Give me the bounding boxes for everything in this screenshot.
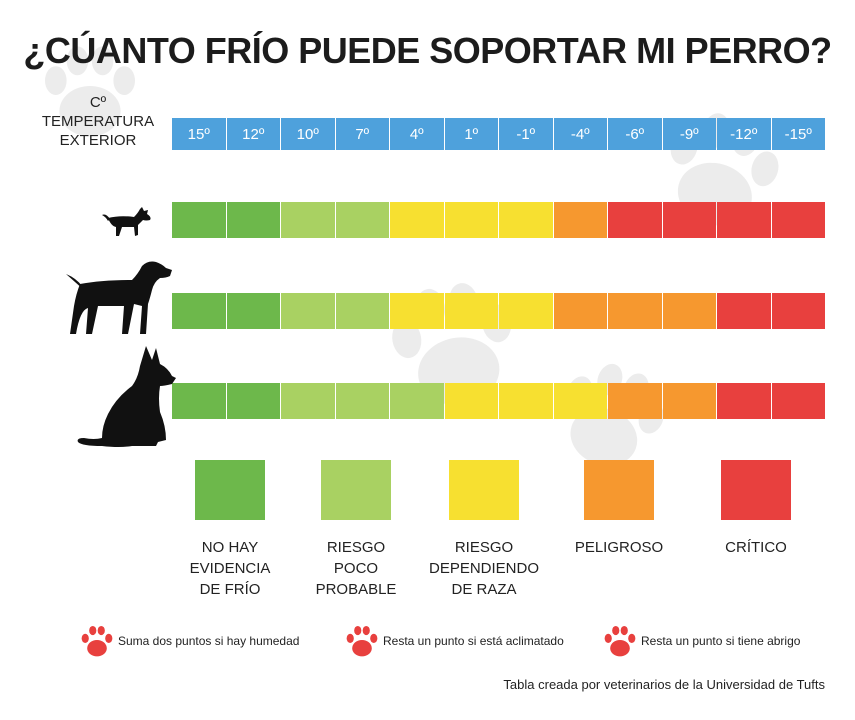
temperature-axis-label: Cº TEMPERATURA EXTERIOR <box>28 93 168 150</box>
risk-cell-small <box>444 202 498 238</box>
risk-cell-small <box>281 202 335 238</box>
note-item: Resta un punto si tiene abrigo <box>603 624 800 658</box>
temperature-cell: 12º <box>226 118 280 150</box>
risk-cell-small <box>662 202 716 238</box>
temperature-cell: -6º <box>608 118 662 150</box>
risk-cell-small <box>390 202 444 238</box>
temperature-cell: -9º <box>662 118 716 150</box>
risk-cell-medium <box>226 293 280 329</box>
risk-cell-large <box>717 383 771 419</box>
temperature-cell: -1º <box>499 118 553 150</box>
note-item: Suma dos puntos si hay humedad <box>80 624 299 658</box>
legend-label: RIESGO POCO PROBABLE <box>315 539 397 598</box>
note-text: Resta un punto si está aclimatado <box>383 634 564 648</box>
note-text: Resta un punto si tiene abrigo <box>641 634 801 648</box>
risk-cell-medium <box>499 293 553 329</box>
risk-cell-medium <box>172 293 226 329</box>
temperature-label-text: Cº TEMPERATURA EXTERIOR <box>41 94 155 149</box>
risk-cell-medium <box>335 293 389 329</box>
risk-cell-small <box>553 202 607 238</box>
note-item: Resta un punto si está aclimatado <box>345 624 564 658</box>
risk-cell-medium <box>444 293 498 329</box>
risk-cell-large <box>553 383 607 419</box>
temperature-cell: 7º <box>335 118 389 150</box>
risk-cell-medium <box>608 293 662 329</box>
legend-swatch <box>195 460 265 520</box>
page-title: ¿CÚANTO FRÍO PUEDE SOPORTAR MI PERRO? <box>23 30 832 71</box>
temperature-cell: -15º <box>771 118 825 150</box>
risk-cell-large <box>771 383 825 419</box>
risk-cell-large <box>662 383 716 419</box>
legend-label: PELIGROSO <box>574 539 664 556</box>
legend-swatch <box>321 460 391 520</box>
large-dog-icon <box>77 346 176 447</box>
risk-cell-small <box>499 202 553 238</box>
risk-cell-medium <box>390 293 444 329</box>
risk-cell-small <box>608 202 662 238</box>
risk-cell-medium <box>281 293 335 329</box>
temperature-cell: 1º <box>444 118 498 150</box>
temperature-cell: 4º <box>390 118 444 150</box>
paw-icon <box>80 624 114 658</box>
risk-cell-small <box>335 202 389 238</box>
temperature-cell: 15º <box>172 118 226 150</box>
risk-cell-small <box>717 202 771 238</box>
temperature-cell: 10º <box>281 118 335 150</box>
risk-cell-large <box>444 383 498 419</box>
risk-cell-medium <box>717 293 771 329</box>
credit-text: Tabla creada por veterinarios de la Univ… <box>503 677 825 692</box>
risk-cell-medium <box>771 293 825 329</box>
legend-label: RIESGO DEPENDIENDO DE RAZA <box>428 539 540 598</box>
legend-swatch <box>584 460 654 520</box>
risk-cell-large <box>608 383 662 419</box>
risk-cell-large <box>172 383 226 419</box>
risk-cell-large <box>335 383 389 419</box>
risk-cell-small <box>172 202 226 238</box>
risk-cell-large <box>281 383 335 419</box>
legend-swatch <box>449 460 519 520</box>
paw-icon <box>603 624 637 658</box>
small-dog-icon <box>102 207 151 236</box>
legend-label: NO HAY EVIDENCIA DE FRÍO <box>189 539 271 598</box>
legend-swatch <box>721 460 791 520</box>
temperature-cell: -12º <box>717 118 771 150</box>
medium-dog-icon <box>66 261 172 334</box>
paw-icon <box>345 624 379 658</box>
risk-cell-large <box>226 383 280 419</box>
risk-cell-medium <box>662 293 716 329</box>
legend-label: CRÍTICO <box>725 539 787 556</box>
temperature-cell: -4º <box>553 118 607 150</box>
risk-cell-small <box>771 202 825 238</box>
risk-cell-large <box>499 383 553 419</box>
note-text: Suma dos puntos si hay humedad <box>118 634 300 648</box>
risk-cell-large <box>390 383 444 419</box>
risk-cell-medium <box>553 293 607 329</box>
risk-cell-small <box>226 202 280 238</box>
